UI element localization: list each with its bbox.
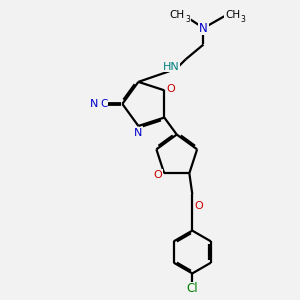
Text: 3: 3: [241, 15, 246, 24]
Text: N: N: [90, 99, 99, 109]
Text: C: C: [100, 99, 108, 109]
Text: O: O: [153, 170, 162, 180]
Text: 3: 3: [186, 15, 190, 24]
Text: N: N: [199, 22, 208, 34]
Text: CH: CH: [225, 10, 240, 20]
Text: CH: CH: [170, 10, 185, 20]
Text: Cl: Cl: [187, 282, 198, 296]
Text: O: O: [167, 84, 175, 94]
Text: O: O: [194, 201, 203, 211]
Text: N: N: [134, 128, 142, 137]
Text: HN: HN: [162, 62, 179, 72]
